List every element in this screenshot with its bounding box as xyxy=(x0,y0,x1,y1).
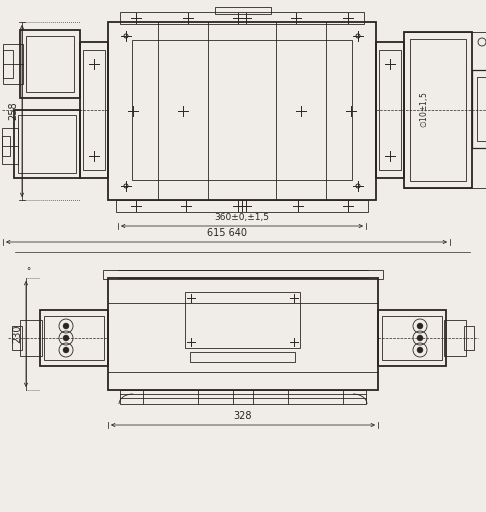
Bar xyxy=(477,77,486,141)
Bar xyxy=(190,352,295,362)
Bar xyxy=(120,12,364,24)
Text: 258: 258 xyxy=(8,102,18,120)
Bar xyxy=(3,44,23,84)
Bar xyxy=(44,316,104,360)
Bar xyxy=(26,36,74,92)
Bar xyxy=(472,70,486,148)
Bar xyxy=(120,390,366,404)
Bar xyxy=(2,128,18,164)
Bar xyxy=(404,32,472,188)
Bar xyxy=(378,310,446,366)
Circle shape xyxy=(417,335,423,341)
Circle shape xyxy=(417,347,423,353)
Text: 360±0,±1,5: 360±0,±1,5 xyxy=(214,213,270,222)
Bar xyxy=(132,40,352,180)
Text: $\varnothing$10±1,5: $\varnothing$10±1,5 xyxy=(418,92,430,128)
Bar xyxy=(18,115,76,173)
Text: °: ° xyxy=(26,267,30,276)
Bar xyxy=(108,22,376,200)
Bar xyxy=(20,320,42,356)
Circle shape xyxy=(417,323,423,329)
Bar xyxy=(83,50,105,170)
Bar xyxy=(3,50,13,78)
Bar xyxy=(376,42,404,178)
Text: 230: 230 xyxy=(12,325,22,343)
Bar xyxy=(382,316,442,360)
Bar xyxy=(2,136,10,156)
Bar xyxy=(410,39,466,181)
Bar xyxy=(80,42,108,178)
Text: 615 640: 615 640 xyxy=(207,228,246,238)
Bar xyxy=(379,50,401,170)
Circle shape xyxy=(63,335,69,341)
Bar xyxy=(185,292,300,348)
Bar xyxy=(444,320,466,356)
Bar xyxy=(108,278,378,390)
Bar xyxy=(103,270,383,279)
Bar xyxy=(116,200,368,212)
Bar xyxy=(14,110,80,178)
Bar xyxy=(215,7,271,14)
Bar xyxy=(464,326,474,350)
Text: 328: 328 xyxy=(234,411,252,421)
Circle shape xyxy=(63,323,69,329)
Bar xyxy=(20,30,80,98)
Bar xyxy=(40,310,108,366)
Circle shape xyxy=(63,347,69,353)
Bar xyxy=(12,326,22,350)
